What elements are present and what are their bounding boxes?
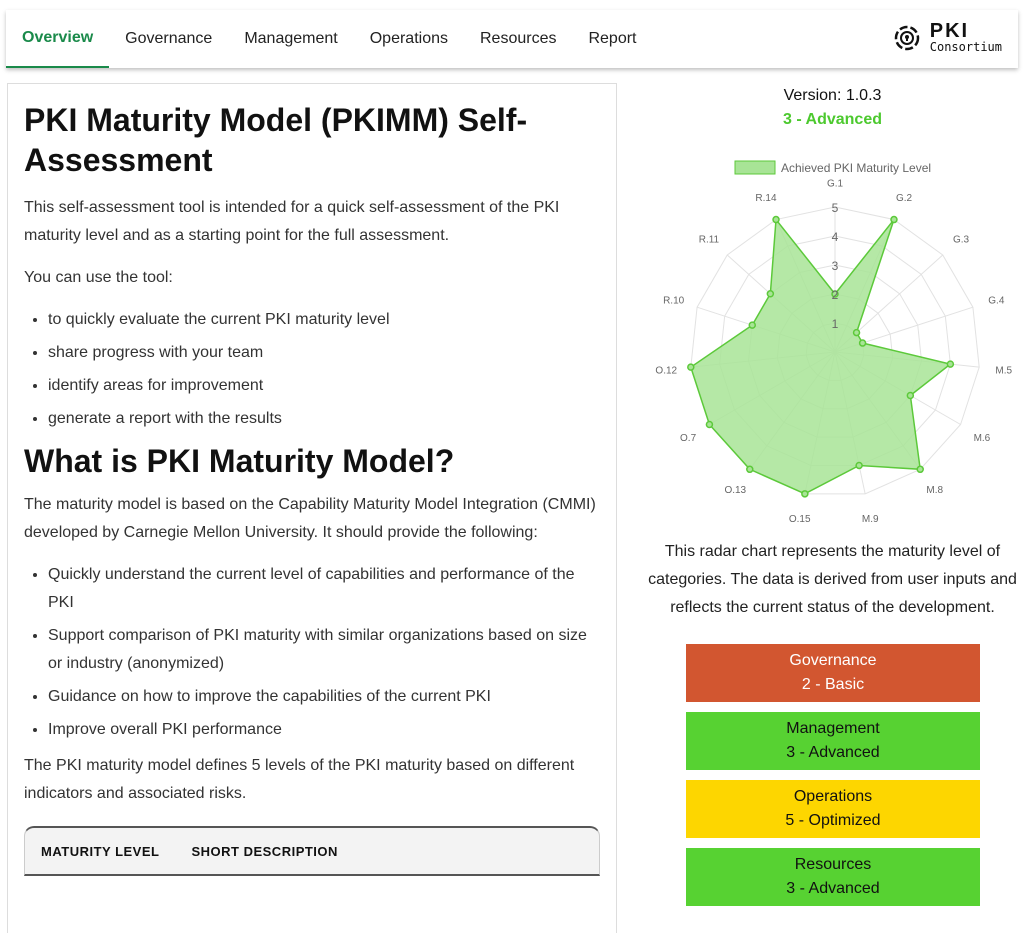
axis-label: O.12 [655, 366, 677, 377]
data-point [748, 321, 757, 329]
tick-label: 4 [832, 230, 839, 244]
tick-label: 3 [832, 259, 839, 273]
axis-label: G.3 [953, 234, 970, 245]
category-resources-card[interactable]: Resources 3 - Advanced [686, 848, 980, 906]
legend-label: Achieved PKI Maturity Level [781, 161, 931, 175]
data-point [858, 339, 867, 347]
logo-icon [894, 25, 919, 51]
axis-label: M.8 [926, 485, 943, 496]
top-nav: Overview Governance Management Operations Re… [6, 10, 1018, 68]
intro-panel: PKI Maturity Model (PKIMM) Self-Assessme… [7, 83, 617, 933]
axis-label: O.13 [724, 485, 746, 496]
list-item: identify areas for improvement [48, 372, 600, 400]
list-item: Support comparison of PKI maturity with … [48, 622, 600, 678]
data-point [890, 215, 898, 224]
grid-ring [690, 206, 980, 495]
data-area [689, 217, 953, 495]
chart-description: This radar chart represents the maturity… [648, 543, 1017, 616]
levels-text: The PKI maturity model defines 5 levels … [24, 757, 575, 802]
category-level: 3 - Advanced [786, 744, 880, 761]
category-management-card[interactable]: Management 3 - Advanced [686, 712, 980, 770]
axis-label: R.14 [755, 193, 777, 204]
axis-label: R.10 [663, 296, 685, 307]
axis-label: M.9 [862, 514, 879, 525]
axis-label: G.1 [827, 178, 844, 189]
logo-text: PKI [929, 20, 970, 42]
category-operations-card[interactable]: Operations 5 - Optimized [686, 780, 980, 838]
tab-management[interactable]: Management [244, 30, 338, 47]
version-label: Version: 1.0.3 [783, 87, 882, 104]
uses-list: to quickly evaluate the current PKI matu… [48, 306, 600, 433]
data-point [852, 328, 861, 337]
intro-text: This self-assessment tool is intended fo… [24, 199, 560, 244]
axis-label: G.4 [988, 296, 1005, 307]
pki-consortium-logo[interactable]: PKI Consortium [892, 20, 1002, 54]
category-name: Operations [793, 788, 873, 805]
tab-governance[interactable]: Governance [125, 30, 213, 47]
logo-subtext: Consortium [929, 40, 1002, 54]
category-name: Governance [789, 652, 877, 669]
data-point [855, 461, 863, 470]
category-level: 5 - Optimized [785, 812, 881, 829]
column-header: SHORT DESCRIPTION [191, 843, 338, 859]
list-item: Quickly understand the current level of … [48, 561, 600, 617]
data-point [687, 363, 695, 371]
data-point [801, 490, 809, 498]
category-governance-card[interactable]: Governance 2 - Basic [686, 644, 980, 702]
list-item: to quickly evaluate the current PKI matu… [48, 306, 600, 334]
radar-chart: 1 2 3 4 5 G.1 G.2 G.3 G.4 M.5 M.6 M.8 M.9 O.15 O.13 O.7… [655, 160, 1012, 525]
data-point [916, 465, 924, 474]
page-title: PKI Maturity Model (PKIMM) Self-Assessme… [24, 102, 528, 178]
list-item: Guidance on how to improve the capabilit… [48, 683, 600, 711]
axis-label: R.11 [699, 234, 720, 245]
category-name: Management [786, 720, 880, 737]
data-point [766, 290, 775, 298]
data-point [746, 465, 754, 474]
tab-report[interactable]: Report [588, 30, 637, 47]
data-point [831, 290, 839, 298]
provides-list: Quickly understand the current level of … [48, 561, 600, 744]
data-point [946, 360, 955, 368]
legend-swatch [734, 160, 776, 175]
data-point [705, 420, 714, 429]
tab-resources[interactable]: Resources [479, 30, 557, 47]
list-item: share progress with your team [48, 339, 600, 367]
axis-label: G.2 [896, 193, 913, 204]
category-name: Resources [794, 856, 872, 873]
axis-label: M.5 [995, 366, 1012, 377]
axis-label: M.6 [974, 433, 991, 444]
category-level: 2 - Basic [801, 676, 865, 693]
overall-level: 3 - Advanced [783, 111, 882, 128]
section-title: What is PKI Maturity Model? [24, 443, 455, 479]
tick-label: 2 [832, 288, 839, 302]
data-point [772, 215, 780, 224]
category-level: 3 - Advanced [786, 880, 880, 897]
list-item: generate a report with the results [48, 405, 600, 433]
tick-label: 1 [832, 317, 839, 331]
what-text: The maturity model is based on the Capab… [24, 496, 596, 541]
tab-operations[interactable]: Operations [369, 30, 448, 47]
summary-panel: Version: 1.0.3 3 - Advanced 1 2 3 4 5 G.1 G.2 G… [640, 83, 1025, 906]
maturity-table-header: MATURITY LEVEL SHORT DESCRIPTION [24, 826, 600, 876]
data-point [906, 391, 915, 400]
column-header: MATURITY LEVEL [41, 843, 160, 859]
list-item: Improve overall PKI performance [48, 716, 600, 744]
axis-label: O.15 [789, 514, 811, 525]
use-label: You can use the tool: [24, 269, 173, 286]
tick-label: 5 [832, 201, 839, 215]
tab-overview[interactable]: Overview [6, 10, 110, 68]
axis-label: O.7 [680, 433, 697, 444]
